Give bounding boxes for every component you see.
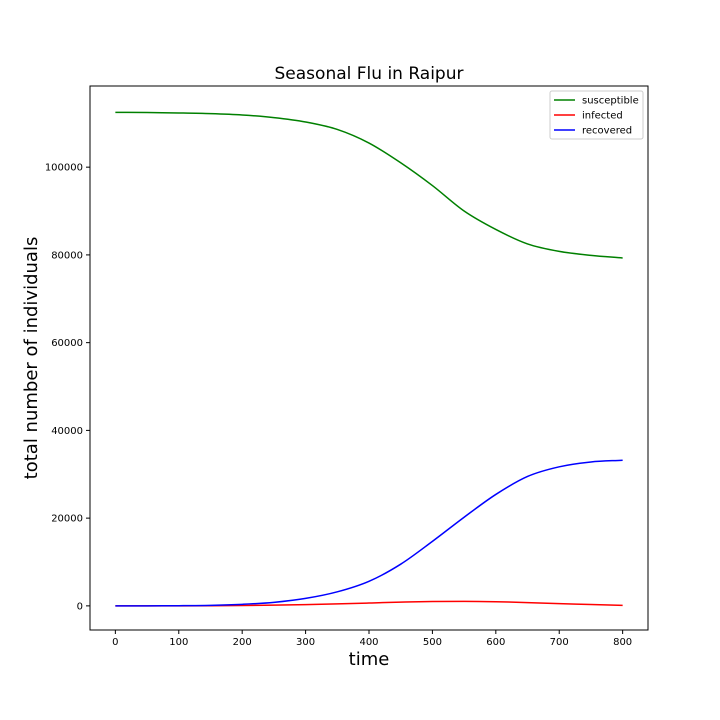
x-axis-title: time bbox=[349, 649, 390, 670]
x-tick-label: 100 bbox=[169, 637, 188, 648]
series-line-susceptible bbox=[115, 111, 623, 259]
legend-label-recovered: recovered bbox=[582, 126, 632, 137]
x-tick-label: 300 bbox=[296, 637, 315, 648]
x-tick-label: 200 bbox=[233, 637, 252, 648]
chart-title: Seasonal Flu in Raipur bbox=[275, 64, 464, 84]
y-tick-label: 0 bbox=[77, 601, 83, 612]
x-axis: 0 100 200 300 400 500 600 700 800 bbox=[112, 630, 632, 648]
legend-label-infected: infected bbox=[582, 111, 623, 122]
x-tick-label: 400 bbox=[359, 637, 378, 648]
y-tick-label: 20000 bbox=[51, 514, 83, 525]
y-axis-title: total number of individuals bbox=[21, 237, 42, 480]
y-tick-label: 80000 bbox=[51, 250, 83, 261]
x-tick-label: 600 bbox=[486, 637, 505, 648]
plot-area bbox=[89, 85, 649, 631]
x-tick-label: 500 bbox=[423, 637, 442, 648]
legend: susceptible infected recovered bbox=[549, 90, 644, 140]
y-axis: 0 20000 40000 60000 80000 100000 bbox=[45, 163, 90, 612]
series-layer bbox=[115, 111, 623, 607]
y-tick-label: 100000 bbox=[45, 163, 83, 174]
legend-box bbox=[549, 90, 644, 140]
series-line-recovered bbox=[115, 459, 623, 607]
x-tick-label: 800 bbox=[613, 637, 632, 648]
y-tick-label: 60000 bbox=[51, 338, 83, 349]
x-tick-label: 700 bbox=[550, 637, 569, 648]
y-tick-label: 40000 bbox=[51, 426, 83, 437]
legend-label-susceptible: susceptible bbox=[582, 96, 639, 107]
x-tick-label: 0 bbox=[112, 637, 118, 648]
